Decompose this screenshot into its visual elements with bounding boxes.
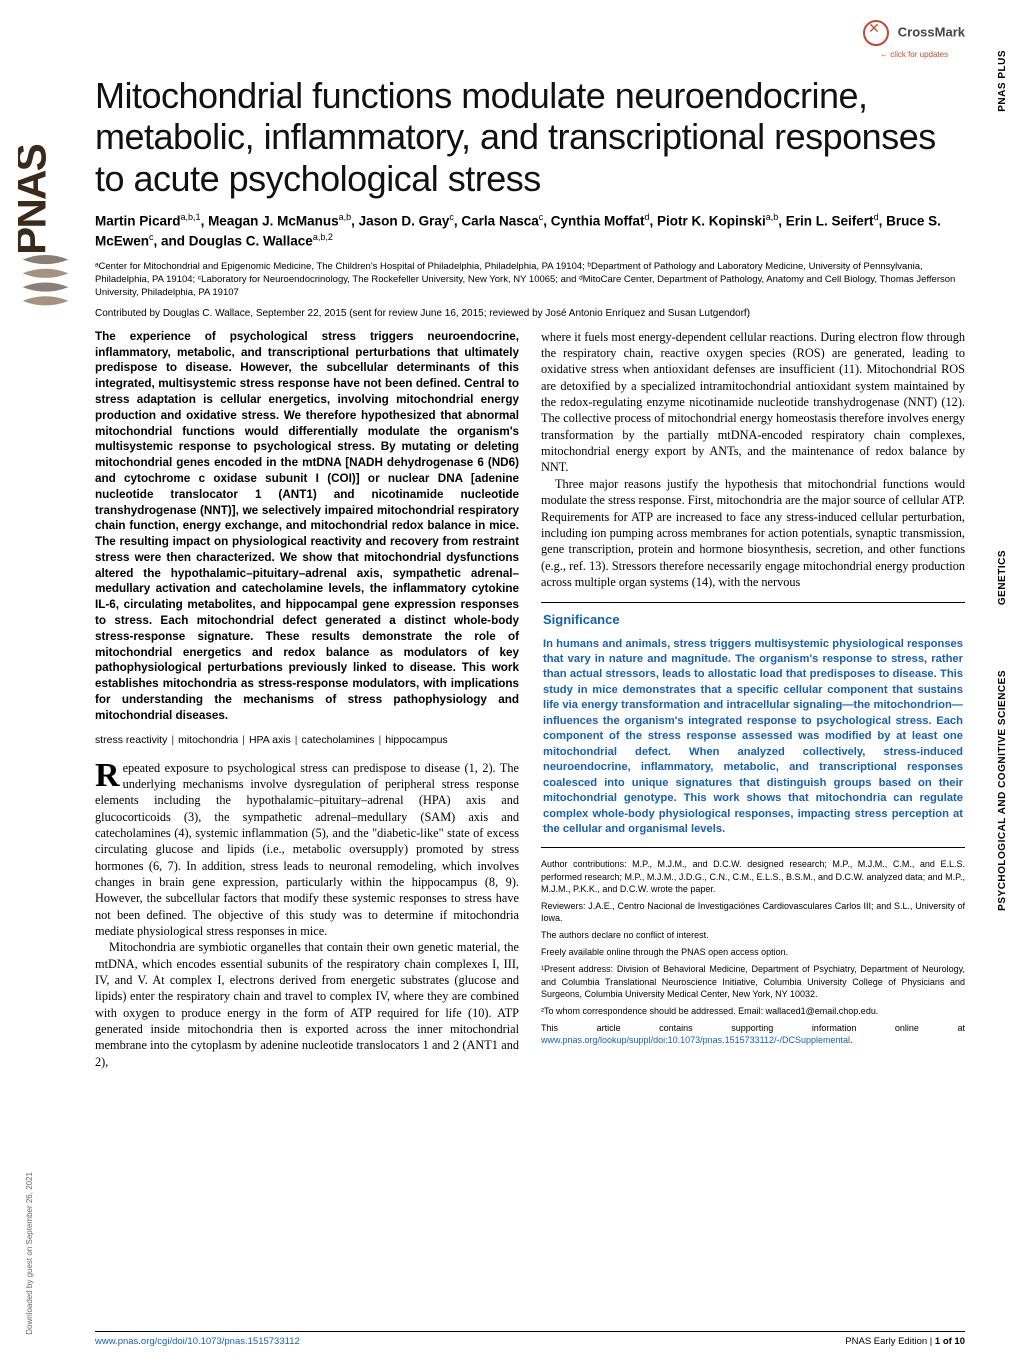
significance-box: Significance In humans and animals, stre… bbox=[541, 602, 965, 848]
page-footer: www.pnas.org/cgi/doi/10.1073/pnas.151573… bbox=[95, 1331, 965, 1347]
footnote-supporting: This article contains supporting informa… bbox=[541, 1022, 965, 1046]
article-title: Mitochondrial functions modulate neuroen… bbox=[95, 75, 965, 199]
footer-page-pre: PNAS Early Edition | bbox=[845, 1336, 935, 1347]
footer-doi-link[interactable]: www.pnas.org/cgi/doi/10.1073/pnas.151573… bbox=[95, 1336, 300, 1347]
body-paragraph-3: where it fuels most energy-dependent cel… bbox=[541, 329, 965, 476]
footnote-conflict: The authors declare no conflict of inter… bbox=[541, 929, 965, 941]
contributed-line: Contributed by Douglas C. Wallace, Septe… bbox=[95, 308, 965, 319]
footnote-present-address: ¹Present address: Division of Behavioral… bbox=[541, 963, 965, 999]
supporting-link[interactable]: www.pnas.org/lookup/suppl/doi:10.1073/pn… bbox=[541, 1035, 850, 1045]
body-paragraph-2: Mitochondria are symbiotic organelles th… bbox=[95, 939, 519, 1070]
sidetab-psychological: PSYCHOLOGICAL AND COGNITIVE SCIENCES bbox=[997, 670, 1008, 911]
sidetab-pnas-plus: PNAS PLUS bbox=[997, 50, 1008, 112]
svg-text:PNAS: PNAS bbox=[18, 144, 55, 255]
crossmark-label: CrossMark bbox=[898, 24, 965, 39]
body-paragraph-1: Repeated exposure to psychological stres… bbox=[95, 760, 519, 940]
body-paragraph-4: Three major reasons justify the hypothes… bbox=[541, 476, 965, 590]
keyword: stress reactivity bbox=[95, 734, 167, 746]
significance-text: In humans and animals, stress triggers m… bbox=[543, 637, 963, 838]
affiliations: ᵃCenter for Mitochondrial and Epigenomic… bbox=[95, 261, 965, 299]
pnas-logo: PNAS bbox=[18, 80, 73, 320]
footnote-reviewers: Reviewers: J.A.E., Centro Nacional de In… bbox=[541, 900, 965, 924]
keyword: hippocampus bbox=[385, 734, 447, 746]
keyword: mitochondria bbox=[178, 734, 238, 746]
footnote-supporting-pre: This article contains supporting informa… bbox=[541, 1023, 965, 1033]
footnote-author-contributions: Author contributions: M.P., M.J.M., and … bbox=[541, 858, 965, 894]
abstract: The experience of psychological stress t… bbox=[95, 329, 519, 724]
keyword: catecholamines bbox=[302, 734, 375, 746]
download-credit: Downloaded by guest on September 26, 202… bbox=[25, 1172, 34, 1335]
keywords: stress reactivity|mitochondria|HPA axis|… bbox=[95, 734, 519, 748]
footer-page-number: 1 of 10 bbox=[935, 1336, 965, 1347]
author-list: Martin Picarda,b,1, Meagan J. McManusa,b… bbox=[95, 211, 965, 251]
footer-page-info: PNAS Early Edition | 1 of 10 bbox=[845, 1336, 965, 1347]
footnote-supporting-post: . bbox=[850, 1035, 853, 1045]
crossmark-icon bbox=[863, 20, 889, 46]
crossmark-sublabel: ← click for updates bbox=[880, 50, 948, 59]
crossmark-badge[interactable]: CrossMark ← click for updates bbox=[863, 20, 965, 60]
keyword: HPA axis bbox=[249, 734, 291, 746]
significance-heading: Significance bbox=[543, 611, 963, 628]
footnote-open-access: Freely available online through the PNAS… bbox=[541, 946, 965, 958]
footnotes: Author contributions: M.P., M.J.M., and … bbox=[541, 858, 965, 1046]
sidetab-genetics: GENETICS bbox=[997, 550, 1008, 605]
footnote-correspondence: ²To whom correspondence should be addres… bbox=[541, 1005, 965, 1017]
